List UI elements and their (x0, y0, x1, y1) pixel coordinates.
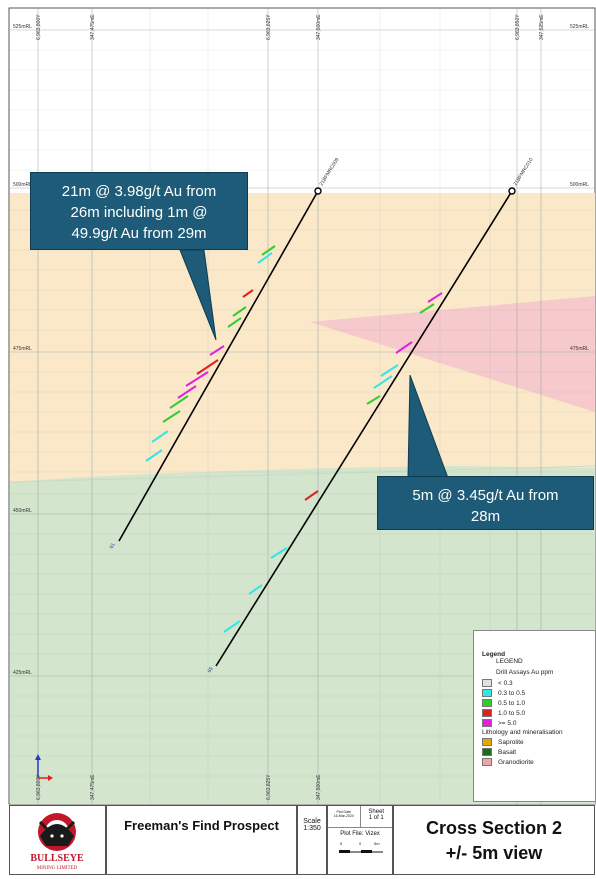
rl-label-right: 500mRL (570, 182, 589, 188)
hole2-collar (508, 187, 516, 195)
lithology-legend-row: Basalt (482, 747, 595, 757)
rl-label-left: 475mRL (13, 346, 32, 352)
assay-swatch (482, 719, 492, 727)
hole2-callout-line-2: 28m (470, 508, 501, 525)
logo-company-sub: MINING LIMITED (37, 866, 78, 871)
rl-label-right: 475mRL (570, 346, 589, 352)
plot-file: Plot File: Vizex (340, 831, 380, 837)
scale-bar-left: 5 (340, 841, 343, 846)
title-block-logo: BULLSEYE MINING LIMITED (9, 805, 106, 875)
legend-assay-heading: Drill Assays Au ppm (496, 669, 554, 676)
easting-label-top: 6,963,800Y (36, 14, 42, 40)
assay-legend-row: 0.5 to 1.0 (482, 698, 595, 708)
rl-label-left: 525mRL (13, 24, 32, 30)
assay-label: 0.5 to 1.0 (498, 699, 526, 707)
rl-label-left: 425mRL (13, 670, 32, 676)
hole2-end-label: 65 (207, 666, 215, 674)
scale-bar-right: 5m (374, 841, 380, 846)
title-block-section: Cross Section 2 +/- 5m view (393, 805, 595, 875)
lithology-legend-row: Saprolite (482, 737, 595, 747)
title-block-project: Freeman's Find Prospect (106, 805, 297, 875)
lithology-label: Basalt (498, 748, 517, 756)
hole1-end-label: 61 (109, 542, 117, 550)
easting-label-top: 6,963,825Y (266, 14, 272, 40)
legend-title: Legend (482, 651, 506, 658)
scale-bar-zero: 0 (359, 841, 362, 846)
easting-label-bottom: 347,475mE (90, 774, 96, 800)
easting-label-top: 6,963,850Y (515, 14, 521, 40)
legend-litho-heading: Lithology and mineralisation (482, 729, 563, 736)
hole2-trace (215, 190, 513, 667)
hole1-trace (118, 190, 319, 542)
assay-swatch (482, 679, 492, 687)
assay-legend-row: >= 5.0 (482, 718, 595, 728)
easting-label-top: 347,475mE (90, 14, 96, 40)
easting-label-bottom: 6,963,800Y (36, 774, 42, 800)
granodiorite-domain (310, 296, 595, 412)
lithology-legend-row: Granodiorite (482, 757, 595, 767)
hole1-callout-pointer (179, 249, 217, 341)
hole1-callout-line-1: 21m @ 3.98g/t Au from (61, 183, 217, 200)
hole2-callout-line-1: 5m @ 3.45g/t Au from (412, 487, 559, 504)
legend-panel: Legend LEGEND Drill Assays Au ppm < 0.3 0… (473, 630, 596, 802)
scale-value: 1:350 (303, 825, 321, 832)
scale-bar: 5 0 5m (328, 841, 392, 867)
hole1-intercept-callout: 21m @ 3.98g/t Au from 26m including 1m @… (30, 172, 248, 250)
legend-subtitle: LEGEND (496, 658, 523, 665)
lithology-swatch (482, 748, 492, 756)
easting-label-bottom: 6,963,825Y (266, 774, 272, 800)
hole1-assay-intervals (145, 245, 276, 462)
hole1-collar (314, 187, 322, 195)
hole1-callout-line-2: 26m including 1m @ (70, 204, 208, 221)
assay-swatch (482, 699, 492, 707)
assay-swatch (482, 709, 492, 717)
logo-company-name: BULLSEYE (30, 853, 84, 864)
assay-legend-row: 1.0 to 5.0 (482, 708, 595, 718)
easting-label-top: 347,525mE (539, 14, 545, 40)
rl-label-right: 525mRL (570, 24, 589, 30)
grid-labels: 525mRL 500mRL 475mRL 450mRL 425mRL 525mRL 500m… (13, 14, 589, 800)
bullseye-logo-icon: BULLSEYE MINING LIMITED (30, 813, 84, 871)
plot-date-value: 16-Mar-2024 (333, 814, 354, 818)
easting-label-top: 347,500mE (316, 14, 322, 40)
assay-label: < 0.3 (498, 679, 513, 687)
assay-label: >= 5.0 (498, 719, 517, 727)
plot-date-label: Plot Date (336, 810, 351, 814)
hole2-intercept-callout: 5m @ 3.45g/t Au from 28m (377, 476, 594, 530)
hole2-assay-intervals (223, 292, 443, 633)
section-subtitle: +/- 5m view (445, 843, 543, 863)
lithology-swatch (482, 738, 492, 746)
sheet-label: Sheet (368, 809, 385, 815)
scale-label: Scale (303, 818, 321, 825)
lithology-swatch (482, 758, 492, 766)
assay-legend-row: < 0.3 (482, 678, 595, 688)
title-block-scale: Scale 1:350 (297, 805, 327, 875)
hole1-callout-line-3: 49.9g/t Au from 29m (71, 225, 207, 242)
section-title: Cross Section 2 (425, 818, 563, 838)
easting-label-bottom: 347,500mE (316, 774, 322, 800)
rl-label-left: 500mRL (13, 182, 32, 188)
basalt-domain (10, 466, 595, 804)
lithology-label: Saprolite (498, 738, 524, 746)
sheet-value: 1 of 1 (368, 815, 384, 821)
assay-label: 1.0 to 5.0 (498, 709, 526, 717)
orientation-axes-icon (35, 754, 53, 781)
project-name: Freeman's Find Prospect (124, 818, 279, 833)
assay-legend-row: 0.3 to 0.5 (482, 688, 595, 698)
rl-label-left: 450mRL (13, 508, 32, 514)
title-block-plotinfo: Plot Date 16-Mar-2024 Sheet 1 of 1 Plot … (327, 805, 393, 875)
assay-swatch (482, 689, 492, 697)
lithology-label: Granodiorite (498, 758, 534, 766)
assay-label: 0.3 to 0.5 (498, 689, 526, 697)
